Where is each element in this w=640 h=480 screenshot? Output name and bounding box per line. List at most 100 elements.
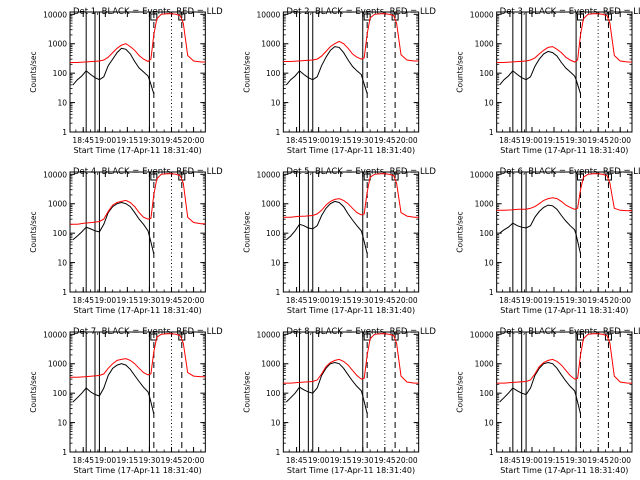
x-tick-label: 19:30 xyxy=(139,136,161,145)
plot-frame xyxy=(496,331,633,453)
series-line-events xyxy=(72,363,155,414)
x-tick-label: 19:45 xyxy=(161,456,183,465)
chart-panel-6: Det 6, BLACK = Events, RED = LLD 1 10 100 10… xyxy=(456,167,640,315)
chart-title: Det 6, BLACK = Events, RED = LLD xyxy=(500,167,640,177)
y-tick-label: 1 xyxy=(276,288,281,297)
y-tick-label: 100 xyxy=(479,69,494,78)
y-tick-label: 10000 xyxy=(43,10,67,19)
x-tick-label: 19:15 xyxy=(543,136,565,145)
x-tick-label: 19:30 xyxy=(352,296,374,305)
y-tick-label: 100 xyxy=(479,229,494,238)
y-tick-label: 100 xyxy=(266,229,281,238)
plot-frame xyxy=(69,171,206,293)
y-tick-label: 10000 xyxy=(470,10,494,19)
y-tick-label: 100 xyxy=(53,229,68,238)
y-tick-label: 1 xyxy=(489,288,494,297)
y-axis-label: Counts/sec xyxy=(29,51,38,92)
x-tick-label: 19:00 xyxy=(94,136,116,145)
y-axis-label: Counts/sec xyxy=(242,51,251,92)
x-tick-label: 18:45 xyxy=(499,296,521,305)
chart-title: Det 3, BLACK = Events, RED = LLD xyxy=(500,7,640,17)
chart-panel-2: Det 2, BLACK = Events, RED = LLD 1 10 100 10… xyxy=(242,7,436,155)
x-axis-label: Start Time (17-Apr-11 18:31:40) xyxy=(500,466,628,475)
series-line-lld xyxy=(496,13,632,63)
x-axis-label: Start Time (17-Apr-11 18:31:40) xyxy=(287,146,415,155)
y-axis-label: Counts/sec xyxy=(242,211,251,252)
x-tick-label: 19:00 xyxy=(308,296,330,305)
x-tick-label: 19:00 xyxy=(521,296,543,305)
x-tick-label: 19:15 xyxy=(330,456,352,465)
series-line-lld xyxy=(70,173,206,225)
x-axis-label: Start Time (17-Apr-11 18:31:40) xyxy=(74,146,202,155)
x-tick-label: 19:00 xyxy=(94,456,116,465)
x-axis-label: Start Time (17-Apr-11 18:31:40) xyxy=(287,466,415,475)
plot-frame xyxy=(282,11,420,133)
series-line-lld xyxy=(283,333,419,384)
x-tick-label: 20:00 xyxy=(183,136,205,145)
x-tick-label: 19:15 xyxy=(543,456,565,465)
chart-panel-7: Det 7, BLACK = Events, RED = LLD 1 10 100 10… xyxy=(29,327,223,475)
series-line-lld xyxy=(496,173,632,212)
marker-box xyxy=(363,13,371,21)
chart-title: Det 7, BLACK = Events, RED = LLD xyxy=(73,327,223,337)
x-tick-label: 19:30 xyxy=(565,136,587,145)
y-tick-label: 1000 xyxy=(261,360,280,369)
x-tick-label: 18:45 xyxy=(72,136,94,145)
x-tick-label: 19:45 xyxy=(587,136,609,145)
x-tick-label: 19:00 xyxy=(521,456,543,465)
y-axis-label: Counts/sec xyxy=(29,211,38,252)
y-tick-label: 1000 xyxy=(475,360,494,369)
x-tick-label: 19:45 xyxy=(374,296,396,305)
y-tick-label: 1000 xyxy=(48,360,67,369)
x-tick-label: 19:00 xyxy=(521,136,543,145)
x-tick-label: 18:45 xyxy=(499,456,521,465)
y-tick-label: 10 xyxy=(484,419,494,428)
y-tick-label: 10 xyxy=(57,259,67,268)
x-axis-label: Start Time (17-Apr-11 18:31:40) xyxy=(500,146,628,155)
y-tick-label: 1 xyxy=(276,448,281,457)
x-tick-label: 20:00 xyxy=(609,136,631,145)
marker-box xyxy=(577,13,585,21)
x-tick-label: 19:30 xyxy=(352,136,374,145)
x-tick-label: 20:00 xyxy=(396,136,418,145)
chart-title: Det 9, BLACK = Events, RED = LLD xyxy=(500,327,640,337)
x-tick-label: 18:45 xyxy=(72,456,94,465)
y-tick-label: 10000 xyxy=(43,330,67,339)
y-tick-label: 100 xyxy=(53,389,68,398)
y-tick-label: 10 xyxy=(271,99,281,108)
y-tick-label: 1 xyxy=(489,128,494,137)
y-tick-label: 1000 xyxy=(475,200,494,209)
x-tick-label: 19:45 xyxy=(587,296,609,305)
series-line-events xyxy=(72,201,155,254)
y-tick-label: 1000 xyxy=(261,40,280,49)
x-tick-label: 19:45 xyxy=(161,136,183,145)
series-line-events xyxy=(285,46,368,94)
y-axis-label: Counts/sec xyxy=(456,51,465,92)
marker-box xyxy=(577,333,585,341)
x-tick-label: 19:15 xyxy=(117,456,139,465)
x-tick-label: 19:15 xyxy=(330,136,352,145)
y-axis-label: Counts/sec xyxy=(456,211,465,252)
x-tick-label: 20:00 xyxy=(183,296,205,305)
chart-title: Det 1, BLACK = Events, RED = LLD xyxy=(73,7,223,17)
y-tick-label: 10000 xyxy=(256,10,280,19)
y-tick-label: 10 xyxy=(57,419,67,428)
chart-panel-5: Det 5, BLACK = Events, RED = LLD 1 10 100 10… xyxy=(242,167,436,315)
series-line-events xyxy=(499,50,581,94)
y-tick-label: 1 xyxy=(62,128,67,137)
x-tick-label: 19:15 xyxy=(117,136,139,145)
x-tick-label: 18:45 xyxy=(286,296,308,305)
plot-frame xyxy=(282,171,420,293)
x-tick-label: 18:45 xyxy=(72,296,94,305)
y-tick-label: 1000 xyxy=(48,40,67,49)
x-tick-label: 19:45 xyxy=(587,456,609,465)
y-tick-label: 1 xyxy=(276,128,281,137)
series-line-lld xyxy=(283,173,419,218)
series-line-lld xyxy=(70,333,206,378)
y-axis-label: Counts/sec xyxy=(456,371,465,412)
plot-frame xyxy=(282,331,420,453)
y-tick-label: 10 xyxy=(271,259,281,268)
chart-title: Det 2, BLACK = Events, RED = LLD xyxy=(286,7,436,17)
chart-title: Det 5, BLACK = Events, RED = LLD xyxy=(286,167,436,177)
